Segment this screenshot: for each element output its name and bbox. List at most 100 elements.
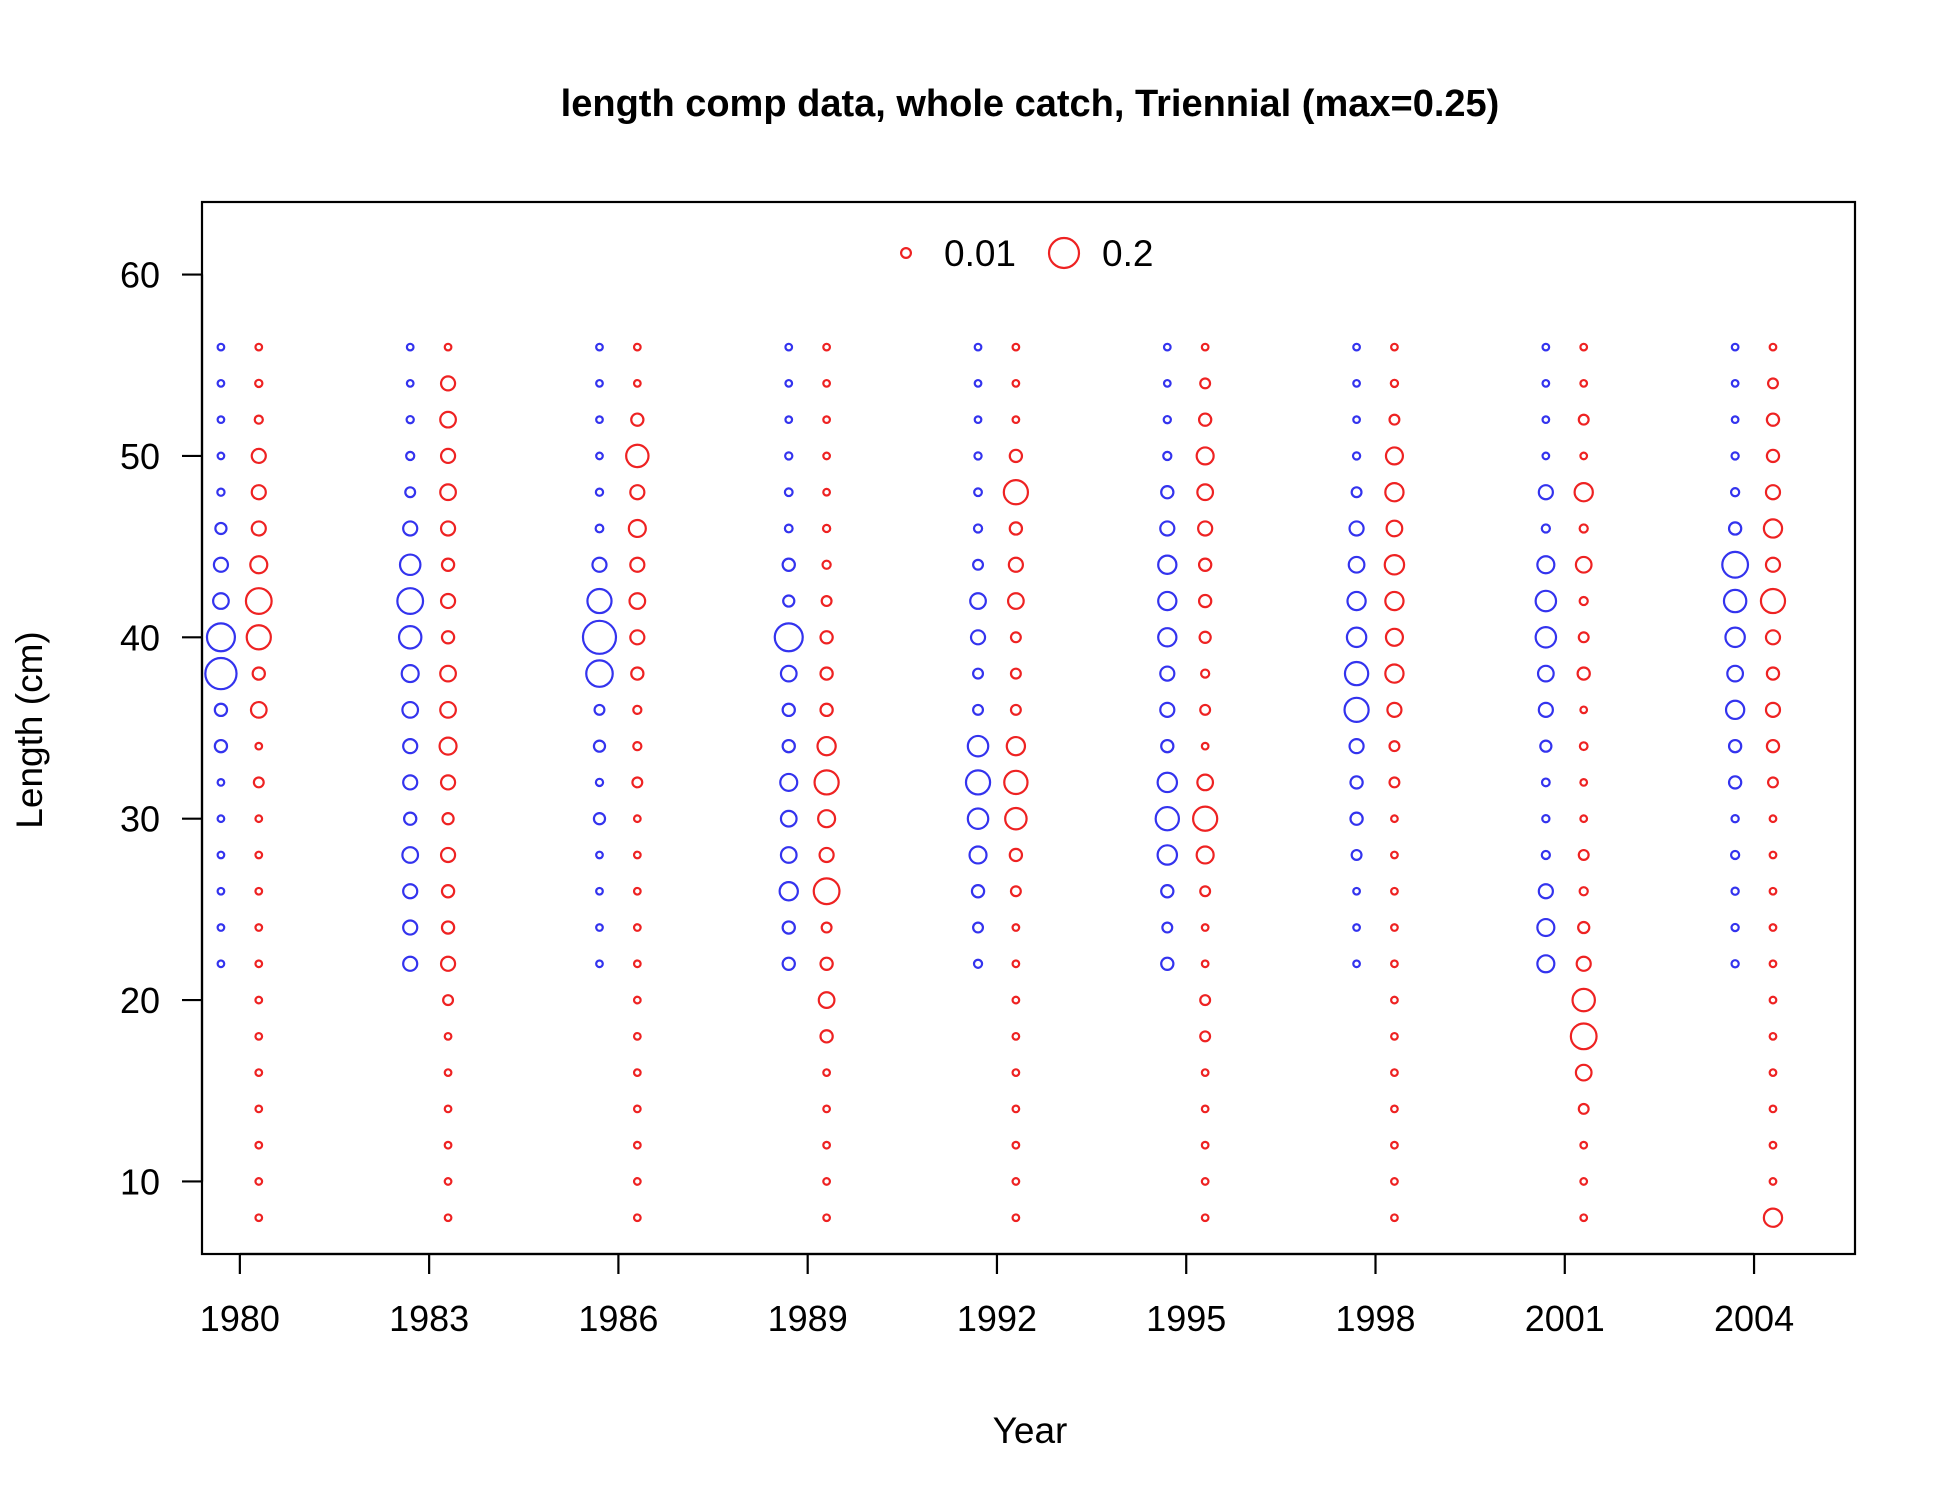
legend-label-1: 0.01 [944, 233, 1016, 274]
bubble-series-1-1995-46 [1159, 520, 1176, 537]
bubble-series-2-2004-12 [1768, 1140, 1778, 1150]
bubble-series-2-1995-18 [1199, 1030, 1212, 1043]
bubble-series-2-1983-10 [443, 1177, 453, 1186]
bubble-series-1-2004-52 [1730, 415, 1740, 425]
bubble-series-2-1995-32 [1196, 773, 1215, 792]
bubble-series-1-1983-30 [403, 811, 418, 826]
bubble-series-1-1980-50 [216, 451, 226, 461]
bubble-series-1-1980-32 [216, 778, 226, 787]
bubble-series-2-2004-24 [1768, 923, 1778, 932]
bubble-series-2-1995-8 [1200, 1213, 1210, 1223]
bubble-series-2-2001-50 [1579, 451, 1589, 461]
bubble-series-1-1992-40 [969, 629, 987, 646]
bubble-series-2-2001-36 [1579, 705, 1589, 715]
bubble-series-1-1998-40 [1345, 626, 1368, 649]
bubble-series-1-2001-28 [1540, 849, 1551, 861]
bubble-series-1-1992-34 [966, 734, 990, 758]
bubble-series-2-1983-22 [439, 955, 457, 972]
x-tick-label-1989: 1989 [768, 1298, 848, 1339]
bubble-series-2-1992-52 [1011, 415, 1021, 425]
bubble-series-2-1983-36 [439, 700, 457, 719]
bubble-series-1-1983-34 [402, 738, 419, 755]
bubble-series-1-2001-50 [1541, 451, 1551, 461]
bubble-series-2-1986-34 [632, 740, 643, 752]
bubble-series-1-1992-22 [972, 958, 984, 969]
bubble-series-2-1995-56 [1200, 342, 1210, 352]
bubble-series-1-1986-28 [595, 850, 604, 860]
bubble-series-1-1983-44 [398, 553, 422, 577]
bubble-series-2-1992-48 [1002, 479, 1030, 506]
chart-axes: 1980 1983 1986 1989 1992 1995 1998 2001 2004 10 20… [120, 255, 1794, 1339]
bubble-series-1-1992-38 [972, 667, 985, 680]
bubble-series-1-1989-48 [783, 487, 794, 498]
bubble-series-2-1980-12 [254, 1140, 264, 1150]
bubble-series-2-1983-8 [443, 1213, 453, 1223]
bubble-series-1-1986-54 [595, 378, 604, 388]
bubble-series-1-2004-40 [1724, 626, 1746, 649]
bubble-series-1-1983-24 [402, 919, 419, 936]
bubble-series-2-1998-34 [1388, 740, 1401, 753]
bubble-series-2-1989-56 [822, 342, 832, 352]
bubble-series-2-1998-36 [1386, 701, 1403, 718]
bubble-series-2-1995-40 [1198, 630, 1212, 644]
bubble-series-2-1980-40 [245, 624, 272, 651]
x-tick-label-2004: 2004 [1714, 1298, 1794, 1339]
bubble-series-1-2004-24 [1730, 922, 1740, 933]
bubble-series-2-1998-12 [1390, 1140, 1399, 1150]
bubble-series-2-1980-38 [251, 666, 266, 681]
bubble-series-2-2004-52 [1765, 412, 1781, 427]
bubble-series-1-1980-46 [214, 521, 228, 536]
bubble-series-2-1983-38 [439, 664, 457, 683]
bubble-series-1-1986-50 [595, 451, 604, 461]
bubble-series-2-1980-46 [250, 520, 267, 537]
bubble-series-2-1986-46 [627, 518, 647, 539]
bubble-series-1-1998-46 [1348, 520, 1365, 537]
bubble-series-2-1995-38 [1200, 668, 1211, 679]
y-tick-label-30: 30 [120, 799, 160, 840]
bubble-series-1-1989-28 [779, 846, 798, 864]
bubble-series-1-1992-50 [973, 451, 983, 461]
bubble-series-2-1989-54 [822, 378, 832, 388]
bubble-series-1-1998-36 [1343, 696, 1370, 724]
bubble-series-2-1986-56 [632, 342, 642, 352]
bubble-series-2-1989-46 [821, 523, 832, 534]
bubble-series-2-1980-56 [254, 342, 264, 352]
bubble-series-1-1980-44 [212, 556, 230, 573]
bubble-series-1-1989-44 [781, 557, 796, 572]
bubble-series-1-2001-40 [1534, 626, 1558, 649]
bubble-series-2-1998-44 [1383, 553, 1406, 576]
bubble-series-2-2004-8 [1762, 1207, 1784, 1228]
bubble-series-2-1989-26 [812, 877, 841, 906]
bubble-series-2-1992-56 [1011, 342, 1021, 352]
bubble-series-2-1986-14 [632, 1104, 642, 1114]
bubble-series-2-2001-42 [1578, 595, 1589, 607]
bubble-series-2-1989-18 [819, 1029, 834, 1044]
bubble-series-1-1992-24 [972, 921, 985, 934]
bubble-series-2-1995-14 [1200, 1104, 1210, 1114]
bubble-series-2-1995-28 [1195, 845, 1215, 865]
bubble-series-2-1989-44 [821, 559, 832, 570]
bubble-series-2-1986-36 [632, 704, 643, 716]
bubble-series-1-1998-42 [1346, 590, 1367, 612]
bubble-series-1-1992-30 [966, 807, 990, 830]
bubble-series-2-1998-42 [1384, 590, 1405, 612]
bubble-series-2-1992-14 [1011, 1104, 1021, 1114]
bubble-series-2-1992-42 [1006, 592, 1025, 610]
bubble-series-2-1986-48 [629, 484, 646, 501]
x-tick-label-1983: 1983 [389, 1298, 469, 1339]
bubble-series-2-1989-16 [822, 1068, 832, 1078]
bubble-series-2-1986-8 [632, 1213, 642, 1223]
bubble-series-2-1980-28 [254, 850, 264, 860]
bubble-series-2-2001-20 [1571, 987, 1596, 1013]
bubble-series-2-1995-54 [1199, 377, 1212, 390]
bubble-series-2-1983-12 [443, 1140, 453, 1150]
bubble-series-2-1986-44 [629, 556, 646, 573]
bubble-series-1-1998-22 [1352, 959, 1361, 969]
bubble-series-2-1995-26 [1199, 885, 1212, 898]
bubble-series-1-2001-44 [1536, 555, 1556, 575]
bubble-series-2-2004-44 [1764, 556, 1782, 573]
bubble-series-1-1998-50 [1351, 451, 1362, 461]
bubble-series-2-2001-48 [1573, 482, 1594, 503]
bubble-series-1-1992-46 [972, 523, 984, 534]
bubble-series-1-2004-44 [1721, 550, 1750, 579]
